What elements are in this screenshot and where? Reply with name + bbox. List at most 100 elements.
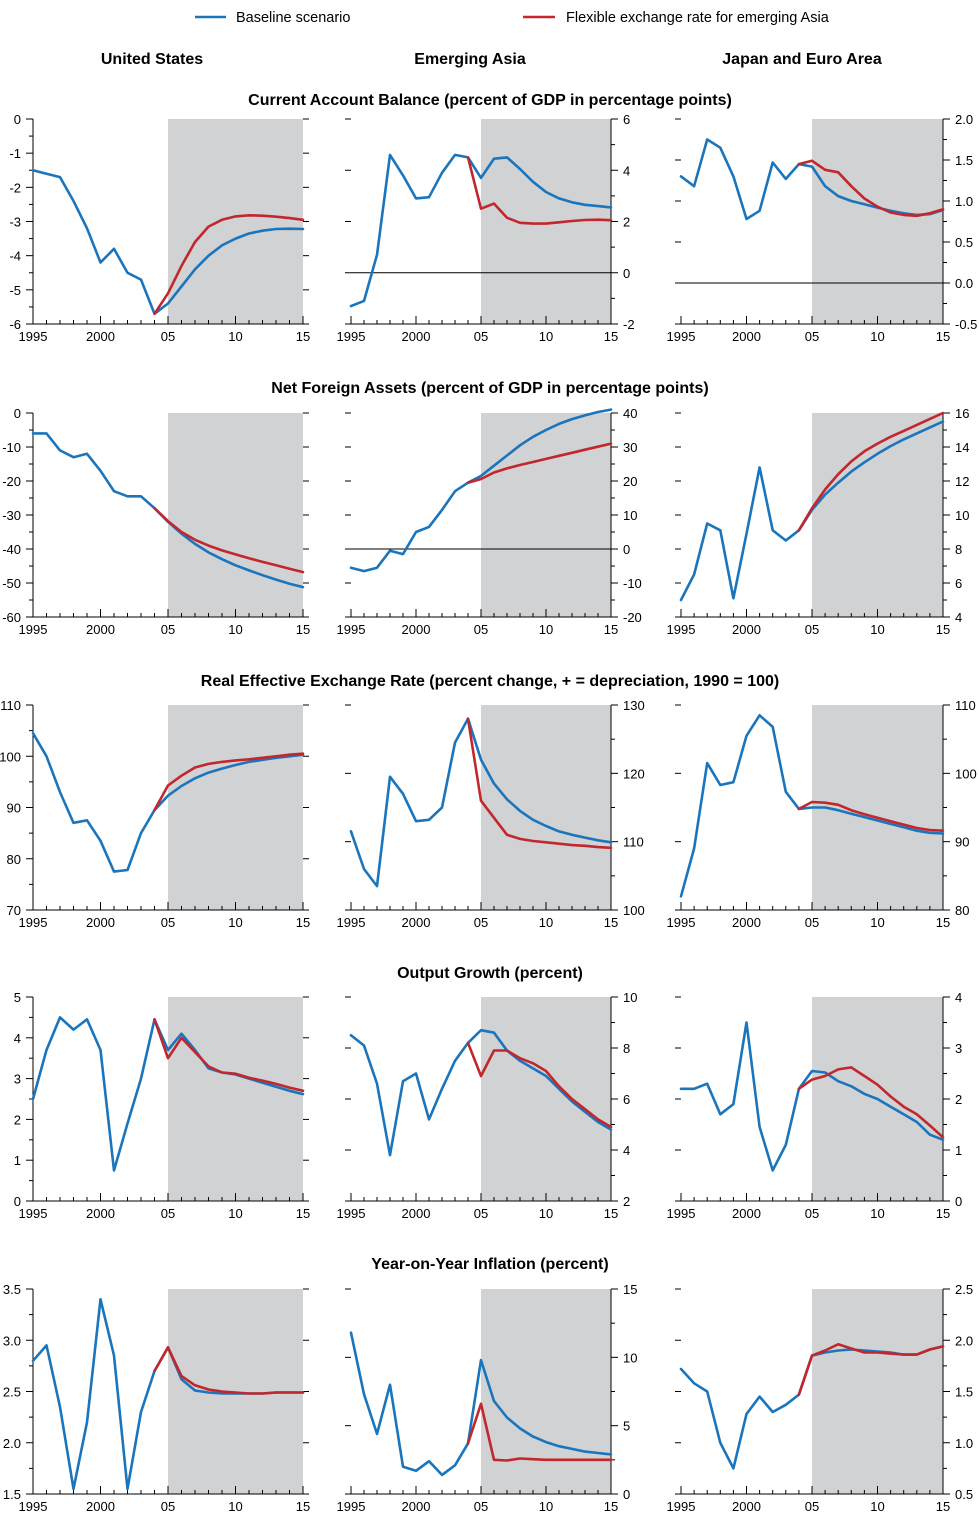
projection-shade	[812, 119, 943, 324]
series-line-flexible-exchange-rate	[797, 1343, 945, 1396]
y-tick-label: 110	[623, 835, 644, 850]
y-tick-label: 70	[7, 903, 21, 918]
y-tick-label: 6	[623, 1092, 630, 1107]
legend-flex-label: Flexible exchange rate for emerging Asia	[566, 10, 830, 26]
x-tick-label: 10	[228, 1206, 242, 1221]
series-line-flexible-exchange-rate	[797, 159, 945, 218]
x-tick-label: 1995	[19, 915, 48, 930]
series-line-flexible-exchange-rate	[153, 1018, 305, 1093]
y-tick-label: 3	[14, 1072, 21, 1087]
y-tick-label: 80	[955, 903, 969, 918]
x-tick-label: 2000	[732, 1206, 761, 1221]
x-tick-label: 05	[474, 622, 488, 637]
x-tick-label: 2000	[86, 915, 115, 930]
y-tick-label: 5	[623, 1419, 630, 1434]
y-tick-label: -30	[2, 508, 21, 523]
x-tick-label: 05	[805, 915, 819, 930]
x-tick-label: 10	[870, 1206, 884, 1221]
y-tick-label: -1	[9, 146, 21, 161]
y-tick-label: 10	[623, 990, 637, 1005]
panel-emerging-asia: 15 10 5 0 1995 2000 05 10 15	[337, 1282, 638, 1514]
x-tick-label: 1995	[337, 329, 366, 344]
legend-baseline-label: Baseline scenario	[236, 10, 350, 26]
x-tick-label: 1995	[667, 329, 696, 344]
panel-japan-and-euro-area: 110 100 90 80 1995 2000 05 10 15	[667, 698, 977, 930]
x-tick-label: 15	[604, 1499, 618, 1514]
x-tick-label: 10	[539, 622, 553, 637]
x-tick-label: 15	[936, 622, 950, 637]
y-tick-label: -20	[623, 610, 642, 625]
y-tick-label: 3.0	[3, 1333, 21, 1348]
x-tick-label: 10	[228, 329, 242, 344]
x-tick-label: 15	[936, 915, 950, 930]
x-tick-label: 15	[604, 1206, 618, 1221]
y-tick-label: -20	[2, 474, 21, 489]
chart-row-year-on-year-inflation-percent: Year-on-Year Inflation (percent) 3.5 3.0 2.…	[3, 1256, 973, 1514]
x-tick-label: 15	[296, 622, 310, 637]
series-line-baseline	[679, 138, 945, 221]
projection-shade	[812, 413, 943, 617]
y-tick-label: 1	[955, 1143, 962, 1158]
row-title: Current Account Balance (percent of GDP …	[248, 92, 732, 109]
x-tick-label: 05	[161, 915, 175, 930]
y-tick-label: -10	[2, 440, 21, 455]
series-line-flexible-exchange-rate	[797, 1066, 945, 1139]
x-tick-label: 10	[539, 329, 553, 344]
y-tick-label: 0	[623, 266, 630, 281]
x-tick-label: 10	[870, 329, 884, 344]
x-tick-label: 05	[805, 1499, 819, 1514]
y-tick-label: -0.5	[955, 317, 977, 332]
y-tick-label: 16	[955, 406, 969, 421]
y-tick-label: -5	[9, 283, 21, 298]
y-tick-label: 8	[623, 1041, 630, 1056]
y-tick-label: 1.5	[955, 1385, 973, 1400]
y-tick-label: 1.5	[955, 153, 973, 168]
x-tick-label: 05	[805, 329, 819, 344]
x-tick-label: 1995	[19, 1499, 48, 1514]
series-line-flexible-exchange-rate	[153, 506, 305, 574]
x-tick-label: 10	[228, 915, 242, 930]
y-tick-label: 10	[623, 508, 637, 523]
y-tick-label: 100	[623, 903, 645, 918]
column-header-emerging-asia: Emerging Asia	[414, 51, 526, 68]
x-tick-label: 15	[296, 1206, 310, 1221]
y-tick-label: 2	[955, 1092, 962, 1107]
x-tick-label: 15	[604, 622, 618, 637]
panel-japan-and-euro-area: 16 14 12 10 8 6 4 1995 2000 05 10 15	[667, 406, 970, 637]
row-title: Real Effective Exchange Rate (percent ch…	[201, 673, 779, 690]
projection-shade	[812, 1289, 943, 1494]
x-tick-label: 05	[805, 1206, 819, 1221]
x-tick-label: 15	[296, 329, 310, 344]
y-tick-label: 0	[623, 542, 630, 557]
y-tick-label: 30	[623, 440, 637, 455]
x-tick-label: 10	[539, 1499, 553, 1514]
x-tick-label: 05	[161, 1206, 175, 1221]
x-tick-label: 1995	[337, 1206, 366, 1221]
series-line-flexible-exchange-rate	[153, 214, 305, 316]
y-tick-label: 4	[955, 990, 962, 1005]
x-tick-label: 10	[870, 915, 884, 930]
panel-emerging-asia: 130 120 110 100 1995 2000 05 10 15	[337, 698, 645, 930]
y-tick-label: 0	[623, 1487, 630, 1502]
y-tick-label: 0	[14, 112, 21, 127]
column-header-japan-euro-area: Japan and Euro Area	[722, 51, 882, 68]
x-tick-label: 2000	[86, 1206, 115, 1221]
y-tick-label: 12	[955, 474, 969, 489]
y-tick-label: 110	[955, 698, 976, 713]
chart-row-net-foreign-assets-percent-of-gdp-in-per: Net Foreign Assets (percent of GDP in pe…	[2, 380, 969, 637]
x-tick-label: 2000	[86, 329, 115, 344]
column-headers: United States Emerging Asia Japan and Eu…	[101, 51, 882, 68]
y-tick-label: 2.0	[955, 112, 973, 127]
row-title: Year-on-Year Inflation (percent)	[371, 1256, 608, 1273]
panel-emerging-asia: 6 4 2 0 -2 1995 2000 05 10 15	[337, 112, 635, 344]
series-line-flexible-exchange-rate	[466, 156, 613, 225]
series-line-flexible-exchange-rate	[153, 752, 305, 812]
x-tick-label: 1995	[667, 622, 696, 637]
x-tick-label: 2000	[402, 1499, 431, 1514]
x-tick-label: 05	[474, 329, 488, 344]
x-tick-label: 1995	[337, 1499, 366, 1514]
